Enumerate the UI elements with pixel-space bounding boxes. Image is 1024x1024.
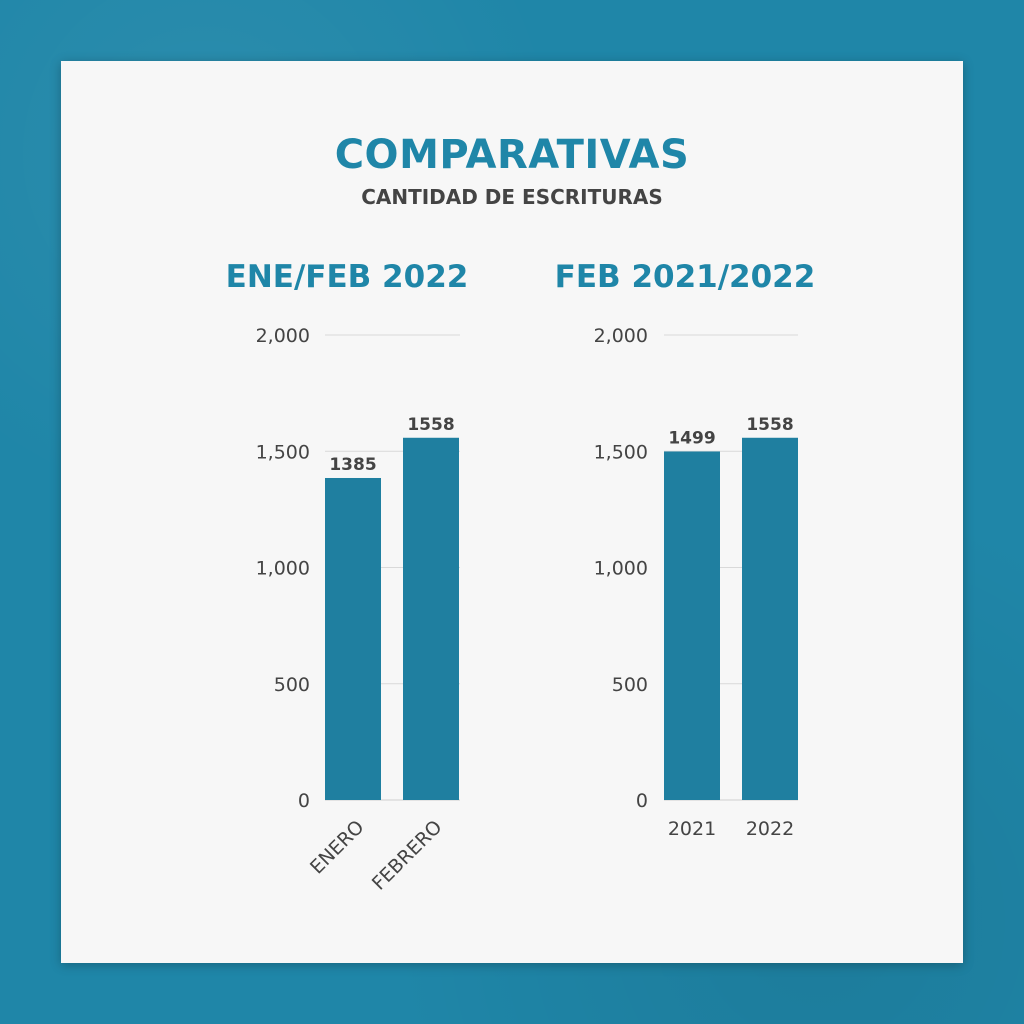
x-tick-label: 2022 [746, 818, 794, 840]
y-tick-label: 2,000 [256, 325, 310, 347]
chart-title: FEB 2021/2022 [555, 259, 816, 295]
y-tick-label: 1,500 [256, 441, 310, 463]
y-tick-label: 1,000 [594, 558, 648, 580]
y-tick-label: 2,000 [594, 325, 648, 347]
data-label: 1385 [329, 455, 376, 475]
chart-card [61, 61, 963, 963]
bar [325, 477, 381, 800]
page-subtitle: CANTIDAD DE ESCRITURAS [361, 185, 663, 209]
chart-title: ENE/FEB 2022 [226, 259, 469, 295]
data-label: 1558 [407, 415, 454, 435]
bar [403, 437, 459, 800]
y-tick-label: 1,000 [256, 558, 310, 580]
x-tick-label: FEBRERO [368, 816, 447, 895]
x-tick-label: 2021 [668, 818, 716, 840]
y-tick-label: 0 [636, 790, 648, 812]
page-title: COMPARATIVAS [334, 132, 690, 178]
bar [664, 451, 720, 800]
x-tick-label: ENERO [306, 816, 369, 879]
data-label: 1499 [668, 428, 715, 448]
y-tick-label: 500 [274, 674, 310, 696]
data-label: 1558 [746, 415, 793, 435]
y-tick-label: 1,500 [594, 441, 648, 463]
y-tick-label: 0 [298, 790, 310, 812]
y-tick-label: 500 [612, 674, 648, 696]
bar [742, 437, 798, 800]
